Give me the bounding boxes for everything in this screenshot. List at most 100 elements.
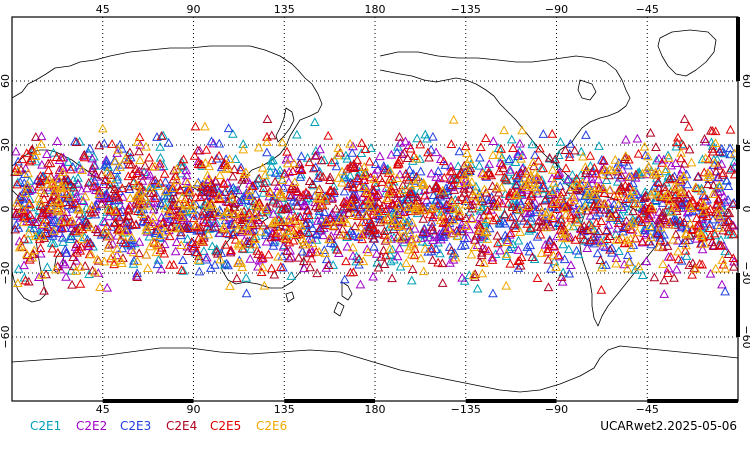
marker-C2E6-490 — [99, 256, 110, 266]
marker-C2E4-165 — [109, 184, 120, 194]
marker-C2E5-419 — [370, 225, 380, 234]
marker-C2E4-374 — [653, 183, 664, 192]
marker-C2E4-439 — [68, 182, 79, 192]
marker-C2E6-24 — [502, 237, 513, 247]
marker-C2E6-6 — [384, 187, 395, 197]
marker-C2E6-407 — [596, 237, 606, 247]
marker-C2E6-412 — [626, 243, 636, 253]
marker-C2E6-433 — [713, 209, 724, 219]
marker-C2E1-431 — [238, 139, 249, 148]
marker-C2E5-207 — [276, 204, 287, 214]
marker-C2E1-502 — [501, 251, 512, 260]
marker-C2E6-199 — [11, 197, 22, 207]
marker-C2E6-487 — [67, 215, 78, 225]
marker-C2E6-252 — [577, 177, 588, 187]
marker-C2E6-426 — [516, 153, 526, 163]
marker-C2E4-40 — [574, 183, 585, 193]
marker-C2E2-515 — [495, 245, 505, 255]
marker-C2E6-514 — [607, 165, 618, 175]
marker-C2E1-149 — [549, 256, 560, 266]
marker-C2E6-511 — [643, 151, 653, 161]
marker-C2E4-434 — [725, 164, 736, 174]
marker-C2E6-161 — [320, 193, 330, 203]
marker-C2E6-509 — [13, 166, 23, 175]
marker-C2E6-484 — [372, 207, 383, 216]
marker-C2E3-429 — [66, 231, 77, 241]
marker-C2E6-473 — [269, 216, 280, 226]
marker-C2E5-116 — [105, 179, 115, 189]
marker-C2E3-192 — [640, 150, 651, 160]
marker-C2E3-351 — [13, 156, 23, 166]
marker-C2E5-332 — [693, 219, 704, 229]
marker-C2E3-88 — [118, 237, 129, 247]
marker-C2E4-255 — [94, 140, 105, 150]
marker-C2E2-252 — [666, 160, 677, 170]
marker-C2E6-91 — [529, 178, 540, 187]
marker-C2E5-412 — [306, 253, 317, 263]
marker-C2E4-267 — [440, 226, 451, 236]
marker-C2E6-387 — [71, 266, 81, 275]
marker-C2E5-59 — [570, 234, 581, 244]
marker-C2E6-518 — [254, 201, 265, 211]
marker-C2E5-290 — [144, 152, 154, 162]
marker-C2E3-168 — [278, 182, 289, 192]
marker-C2E5-442 — [723, 215, 734, 225]
marker-C2E2-204 — [487, 252, 498, 262]
marker-C2E6-423 — [148, 212, 159, 222]
marker-C2E5-150 — [562, 202, 572, 211]
marker-C2E6-352 — [22, 179, 33, 189]
marker-C2E6-367 — [710, 263, 721, 273]
marker-C2E6-163 — [624, 257, 635, 267]
marker-C2E3-146 — [426, 216, 437, 226]
marker-C2E3-305 — [28, 223, 39, 233]
marker-C2E6-296 — [523, 201, 534, 210]
marker-C2E6-428 — [664, 195, 675, 205]
marker-C2E3-501 — [138, 216, 149, 225]
marker-C2E5-145 — [633, 148, 644, 158]
marker-C2E3-189 — [698, 190, 709, 199]
marker-C2E4-302 — [262, 114, 273, 123]
marker-C2E6-169 — [215, 170, 225, 180]
marker-C2E5-393 — [189, 151, 200, 160]
marker-C2E6-23 — [647, 202, 657, 212]
marker-C2E6-140 — [54, 174, 64, 184]
marker-C2E6-400 — [177, 212, 187, 221]
marker-C2E5-407 — [89, 180, 99, 190]
marker-C2E6-221 — [669, 202, 680, 212]
marker-C2E5-193 — [571, 173, 582, 183]
marker-C2E6-445 — [436, 209, 447, 219]
marker-C2E4-197 — [71, 137, 82, 146]
marker-C2E3-346 — [353, 232, 364, 241]
marker-C2E2-277 — [245, 253, 256, 263]
marker-C2E5-336 — [591, 217, 602, 227]
marker-C2E4-395 — [266, 232, 277, 242]
marker-C2E6-362 — [337, 177, 347, 187]
marker-C2E4-479 — [210, 221, 221, 231]
marker-C2E6-80 — [681, 228, 691, 238]
marker-C2E5-352 — [637, 236, 648, 246]
marker-C2E2-221 — [426, 168, 437, 178]
marker-C2E5-205 — [133, 206, 143, 215]
marker-C2E6-495 — [473, 201, 484, 211]
marker-C2E6-317 — [261, 137, 272, 146]
marker-C2E4-284 — [687, 258, 698, 268]
marker-C2E5-518 — [629, 198, 640, 208]
marker-C2E3-109 — [723, 194, 733, 204]
marker-C2E5-236 — [56, 152, 66, 162]
marker-C2E6-37 — [710, 138, 721, 147]
marker-C2E6-1 — [332, 150, 343, 160]
marker-C2E2-227 — [314, 225, 325, 235]
marker-C2E5-230 — [505, 212, 516, 222]
marker-C2E6-303 — [230, 209, 241, 218]
marker-C2E5-519 — [234, 213, 245, 223]
marker-C2E1-19 — [366, 143, 376, 152]
marker-C2E1-132 — [633, 168, 643, 177]
marker-C2E4-225 — [80, 260, 91, 270]
x-tick-label-bottom-0: 45 — [96, 403, 110, 416]
marker-C2E2-203 — [521, 184, 532, 194]
x-tick-label-bottom-6: −45 — [636, 403, 659, 416]
marker-C2E5-162 — [357, 200, 368, 209]
marker-C2E5-88 — [480, 133, 491, 143]
marker-C2E4-15 — [401, 168, 411, 178]
marker-C2E2-431 — [286, 251, 297, 261]
